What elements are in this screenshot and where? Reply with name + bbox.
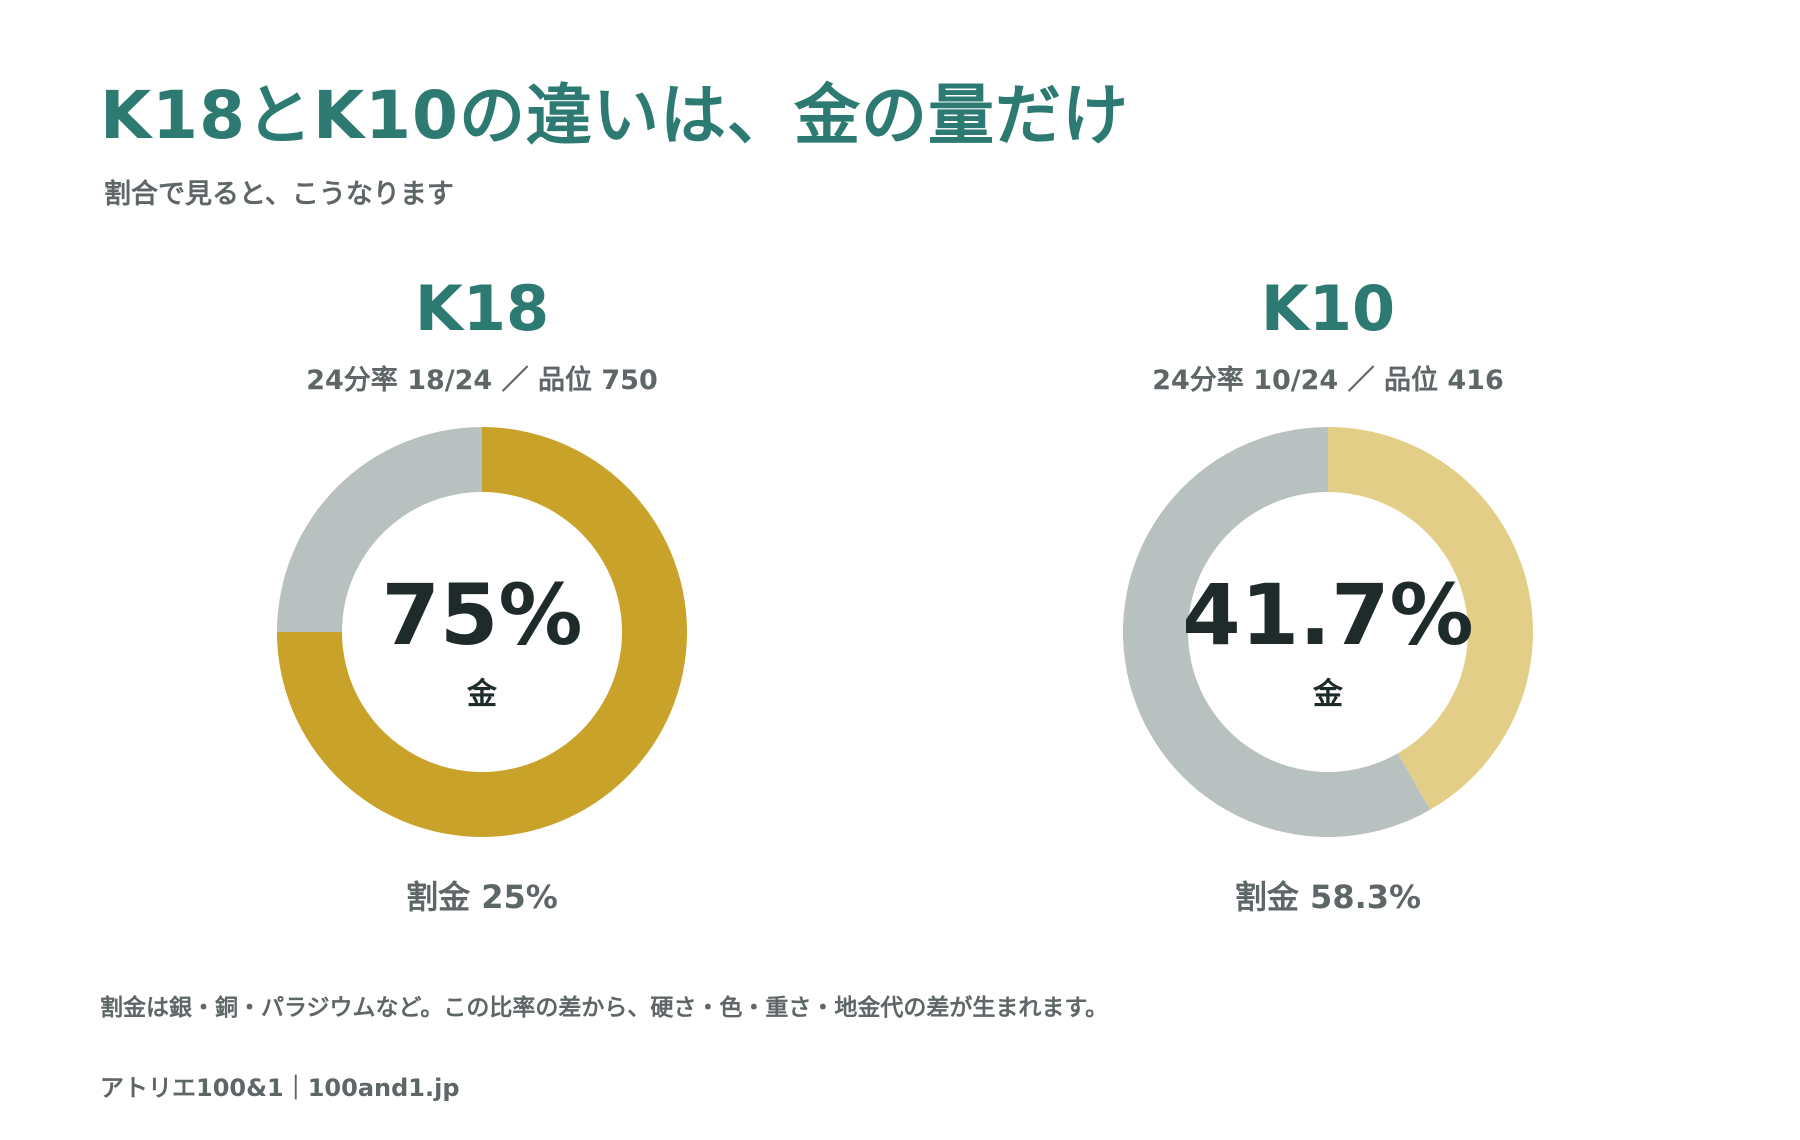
chart-title: K18 — [414, 272, 550, 345]
alloy-percentage-label: 割金 25% — [406, 878, 558, 916]
alloy-slice — [277, 427, 482, 632]
alloy-percentage-label: 割金 58.3% — [1234, 878, 1422, 916]
donut-slices — [277, 427, 687, 837]
gold-slice — [1328, 427, 1533, 810]
gold-percentage: 75% — [381, 566, 582, 664]
alloy-slice — [1123, 427, 1431, 837]
gold-label: 金 — [1312, 677, 1344, 712]
gold-slice — [277, 427, 687, 837]
gold-percentage: 41.7% — [1182, 566, 1473, 664]
donut-slices — [1123, 427, 1533, 837]
donut-chart-k18: 75% 金 — [277, 427, 687, 837]
chart-panel-k18: K18 24分率 18/24 ／ 品位 750 75% 金 割金 25% — [202, 262, 762, 922]
gold-label: 金 — [466, 677, 498, 712]
page-subtitle: 割合で見ると、こうなります — [104, 179, 454, 210]
chart-spec: 24分率 18/24 ／ 品位 750 — [306, 365, 658, 396]
chart-spec: 24分率 10/24 ／ 品位 416 — [1152, 365, 1504, 396]
chart-panel-k10: K10 24分率 10/24 ／ 品位 416 41.7% 金 割金 58.3% — [1048, 262, 1608, 922]
chart-title: K10 — [1260, 272, 1396, 345]
credit-line: アトリエ100&1｜100and1.jp — [100, 1074, 460, 1102]
donut-chart-k10: 41.7% 金 — [1123, 427, 1533, 837]
footnote: 割金は銀・銅・パラジウムなど。この比率の差から、硬さ・色・重さ・地金代の差が生ま… — [100, 995, 1109, 1021]
page-title: K18とK10の違いは、金の量だけ — [100, 77, 1129, 154]
